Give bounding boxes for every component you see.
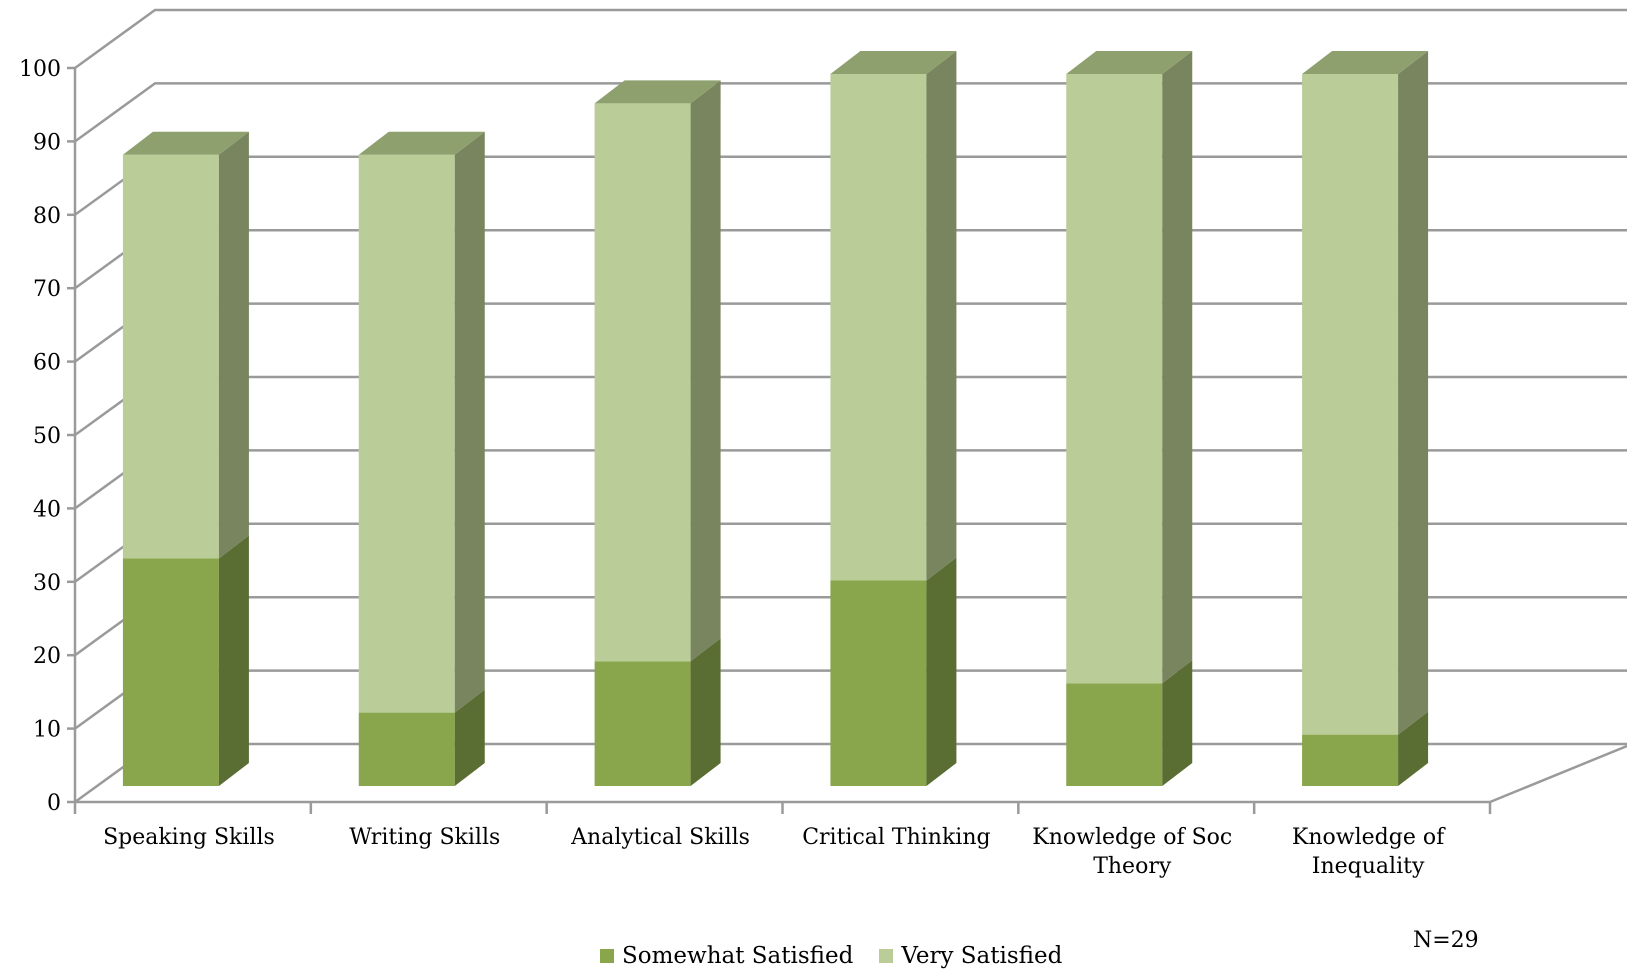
bar-side-somewhat-satisfied-1 — [454, 689, 485, 786]
bar-side-somewhat-satisfied-5 — [1398, 711, 1429, 786]
bar-group-1 — [358, 131, 485, 786]
y-axis-ticks: 0 10 20 30 40 50 60 70 80 90 100 — [19, 57, 75, 816]
bar-side-very-satisfied-2 — [690, 80, 721, 662]
x-tick-label-line-5-0: Knowledge of — [1292, 825, 1446, 850]
legend-label-very-satisfied: Very Satisfied — [901, 943, 1063, 969]
legend-item-somewhat-satisfied: Somewhat Satisfied — [600, 943, 853, 969]
x-axis — [73, 744, 1627, 814]
bar-top-2 — [594, 80, 721, 104]
x-tick-label-line-4-1: Theory — [1093, 854, 1172, 879]
bar-top-1 — [358, 131, 485, 155]
bar-side-very-satisfied-3 — [926, 51, 957, 581]
x-tick-label-0: Speaking Skills — [103, 825, 275, 850]
bar-group-0 — [122, 131, 249, 786]
legend: Somewhat Satisfied Very Satisfied — [600, 939, 1088, 973]
x-tick-label-line-1-0: Writing Skills — [349, 825, 500, 850]
bar-side-very-satisfied-4 — [1162, 51, 1193, 684]
legend-swatch-very-satisfied — [879, 949, 894, 963]
gridline-100 — [74, 8, 1627, 70]
y-tick-label-90: 90 — [33, 130, 61, 155]
y-tick-label-40: 40 — [33, 497, 61, 522]
sample-size-note: N=29 — [1413, 928, 1479, 953]
legend-item-very-satisfied: Very Satisfied — [879, 943, 1062, 969]
bar-group-5 — [1302, 51, 1429, 786]
bar-somewhat-satisfied-1 — [358, 712, 455, 786]
bar-side-somewhat-satisfied-3 — [926, 557, 957, 786]
bar-somewhat-satisfied-5 — [1302, 734, 1399, 786]
bar-very-satisfied-5 — [1302, 74, 1399, 735]
y-tick-label-60: 60 — [33, 351, 61, 376]
bar-top-4 — [1066, 51, 1193, 75]
y-tick-label-30: 30 — [33, 571, 61, 596]
bar-side-very-satisfied-1 — [454, 131, 485, 713]
x-tick-label-line-5-1: Inequality — [1312, 854, 1425, 879]
y-tick-label-20: 20 — [33, 644, 61, 669]
x-tick-label-line-3-0: Critical Thinking — [802, 825, 990, 850]
bar-top-3 — [830, 51, 957, 75]
bar-top-0 — [122, 131, 249, 155]
y-tick-label-50: 50 — [33, 424, 61, 449]
y-tick-label-70: 70 — [33, 277, 61, 302]
bar-side-somewhat-satisfied-2 — [690, 638, 721, 786]
x-tick-label-3: Critical Thinking — [802, 825, 990, 850]
bar-group-3 — [830, 51, 957, 786]
bar-somewhat-satisfied-2 — [594, 661, 691, 786]
x-tick-label-1: Writing Skills — [349, 825, 500, 850]
y-tick-label-80: 80 — [33, 204, 61, 229]
bar-very-satisfied-3 — [830, 74, 927, 581]
bar-top-5 — [1302, 51, 1429, 75]
bar-somewhat-satisfied-3 — [830, 580, 927, 786]
x-tick-label-5: Knowledge of Inequality — [1292, 825, 1446, 879]
x-axis-labels: Speaking Skills Writing Skills Analytical … — [103, 825, 1446, 879]
bar-very-satisfied-2 — [594, 103, 691, 662]
y-tick-label-100: 100 — [19, 57, 61, 82]
x-tick-label-2: Analytical Skills — [570, 825, 750, 850]
bars — [122, 51, 1429, 786]
x-tick-label-line-4-0: Knowledge of Soc — [1032, 825, 1232, 850]
bar-side-very-satisfied-5 — [1398, 51, 1429, 735]
x-tick-label-line-2-0: Analytical Skills — [570, 825, 750, 850]
legend-label-somewhat-satisfied: Somewhat Satisfied — [622, 943, 854, 969]
x-tick-label-4: Knowledge of Soc Theory — [1032, 825, 1232, 879]
bar-side-somewhat-satisfied-0 — [218, 535, 249, 786]
bar-group-2 — [594, 80, 721, 786]
bar-very-satisfied-4 — [1066, 74, 1163, 684]
bar-somewhat-satisfied-0 — [122, 558, 219, 786]
floor-right-edge — [1489, 744, 1627, 804]
y-tick-label-0: 0 — [47, 791, 61, 816]
bar-side-very-satisfied-0 — [218, 131, 249, 559]
bar-somewhat-satisfied-4 — [1066, 683, 1163, 786]
bar-side-somewhat-satisfied-4 — [1162, 660, 1193, 786]
bar-very-satisfied-0 — [122, 154, 219, 559]
y-tick-label-10: 10 — [33, 718, 61, 743]
bar-group-4 — [1066, 51, 1193, 786]
bar-very-satisfied-1 — [358, 154, 455, 713]
legend-swatch-somewhat-satisfied — [600, 949, 614, 963]
x-tick-label-line-0-0: Speaking Skills — [103, 825, 275, 850]
